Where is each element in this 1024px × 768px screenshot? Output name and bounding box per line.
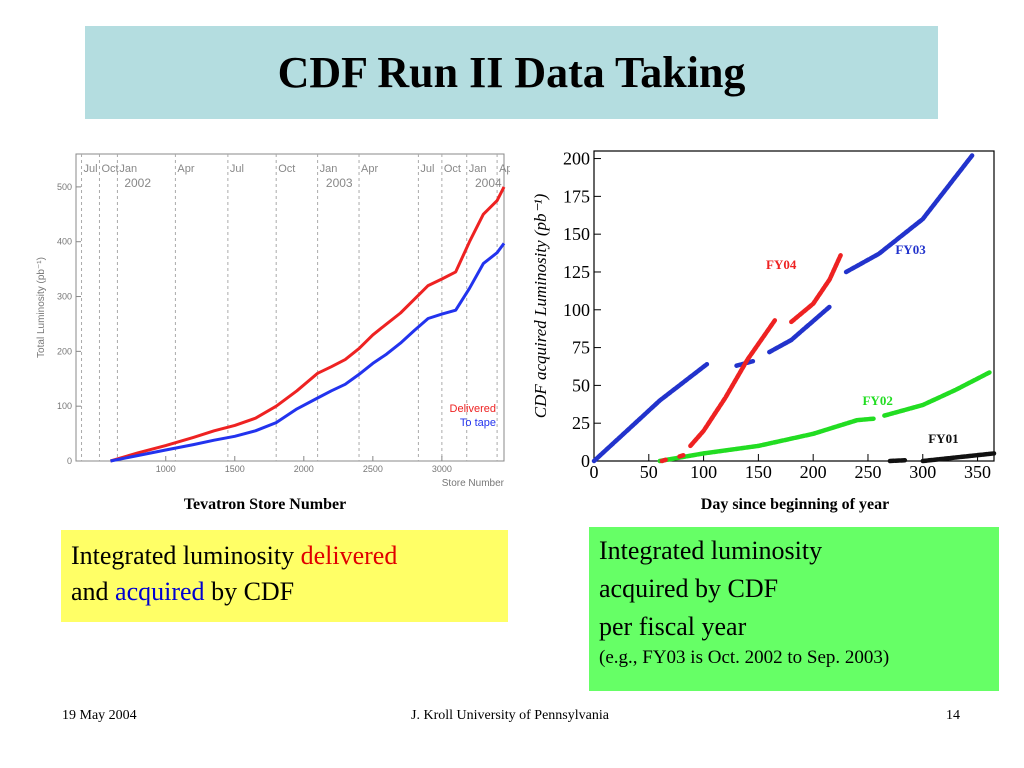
series-segment-fy03 [591, 361, 710, 464]
series-segment-fy02 [882, 369, 993, 418]
month-label: Apr [177, 163, 194, 175]
y-axis-label: Total Luminosity (pb⁻¹) [36, 257, 47, 358]
month-label: Jan [119, 163, 137, 175]
y-tick-label: 50 [572, 375, 590, 395]
y-axis-label: CDF acquired Luminosity (pb⁻¹) [531, 193, 550, 418]
footer-page-number: 14 [946, 708, 960, 723]
year-label: 2002 [124, 176, 151, 190]
delivered-acquired-note: Integrated luminosity delivered and acqu… [61, 530, 508, 622]
y-tick-label: 25 [572, 413, 590, 433]
x-tick-label: 300 [909, 462, 936, 482]
legend-entry: To tape [460, 417, 496, 429]
left-chart-caption: Tevatron Store Number [183, 496, 347, 513]
year-label: 2004 [475, 176, 502, 190]
x-tick-label: 200 [800, 462, 827, 482]
integrated-luminosity-chart: JulOctJanAprJulOctJanAprJulOctJanApr2002… [36, 153, 510, 489]
month-label: Apr [361, 163, 378, 175]
y-tick-label: 400 [57, 237, 72, 247]
month-label: Oct [101, 163, 118, 175]
note-text-1: Integrated luminosity [71, 541, 301, 570]
month-label: Oct [278, 163, 295, 175]
series-line-delivered [110, 186, 506, 463]
x-tick-label: 0 [590, 462, 599, 482]
series-label-fy02: FY02 [862, 393, 892, 408]
x-axis-label: Store Number [442, 478, 505, 489]
x-tick-label: 250 [854, 462, 881, 482]
series-label-fy04: FY04 [766, 257, 797, 272]
y-tick-label: 75 [572, 338, 590, 358]
y-tick-label: 100 [57, 401, 72, 411]
delivered-word: delivered [300, 541, 398, 570]
series-segment-fy02 [657, 416, 876, 464]
x-tick-label: 100 [690, 462, 717, 482]
fiscal-year-luminosity-chart: 0 25 50 75 100 125 150 175 200 0 50 100 150 200 250 300… [531, 149, 997, 482]
x-tick-label: 3000 [432, 464, 452, 474]
fy-note-example: (e.g., FY03 is Oct. 2002 to Sep. 2003) [599, 647, 890, 668]
footer-author: J. Kroll University of Pennsylvania [411, 708, 609, 723]
series-segment-fy01 [887, 457, 909, 464]
y-tick-label: 175 [563, 186, 590, 206]
month-label: Jan [320, 163, 338, 175]
month-label: Apr [499, 163, 510, 175]
slide-title: CDF Run II Data Taking [277, 48, 746, 97]
series-segment-fy04 [659, 457, 669, 464]
x-tick-label: 1000 [156, 464, 176, 474]
fiscal-year-note: Integrated luminosity acquired by CDF pe… [589, 527, 999, 691]
series-label-fy01: FY01 [928, 431, 958, 446]
series-segment-fy04 [789, 253, 843, 325]
fy-note-line-1: Integrated luminosity [599, 536, 823, 565]
month-label: Jul [230, 163, 244, 175]
title-banner: CDF Run II Data Taking [85, 26, 938, 119]
month-label: Jul [420, 163, 434, 175]
legend-entry: Delivered [450, 403, 496, 415]
series-segment-fy01 [920, 451, 997, 464]
series-segment-fy04 [688, 318, 778, 449]
month-label: Jul [84, 163, 98, 175]
plot-frame [593, 150, 995, 462]
series-line-to-tape [110, 242, 506, 463]
x-tick-label: 1500 [225, 464, 245, 474]
y-tick-label: 500 [57, 182, 72, 192]
fy-note-line-2: acquired by CDF [599, 574, 779, 603]
footer-date: 19 May 2004 [62, 708, 137, 723]
y-tick-label: 200 [563, 149, 590, 169]
x-tick-label: 350 [964, 462, 991, 482]
x-tick-label: 150 [745, 462, 772, 482]
y-tick-label: 100 [563, 300, 590, 320]
month-label: Jan [469, 163, 487, 175]
y-tick-label: 0 [67, 456, 72, 466]
series-segment-fy03 [843, 153, 975, 275]
plot-frame [75, 153, 505, 462]
series-label-fy03: FY03 [895, 242, 926, 257]
y-tick-label: 300 [57, 292, 72, 302]
y-tick-label: 125 [563, 262, 590, 282]
series-segment-fy04 [677, 452, 687, 459]
month-label: Oct [444, 163, 461, 175]
note-text-3: by CDF [204, 577, 295, 606]
right-chart-caption: Day since beginning of year [700, 496, 890, 513]
x-tick-label: 2000 [294, 464, 314, 474]
fy-note-line-3: per fiscal year [599, 612, 747, 641]
y-tick-label: 200 [57, 346, 72, 356]
y-tick-label: 150 [563, 224, 590, 244]
acquired-word: acquired [115, 577, 205, 606]
note-text-2: and [71, 577, 116, 606]
x-tick-label: 50 [640, 462, 658, 482]
year-label: 2003 [326, 176, 353, 190]
x-tick-label: 2500 [363, 464, 383, 474]
y-tick-label: 0 [581, 451, 590, 471]
series-segment-fy03 [767, 304, 832, 355]
